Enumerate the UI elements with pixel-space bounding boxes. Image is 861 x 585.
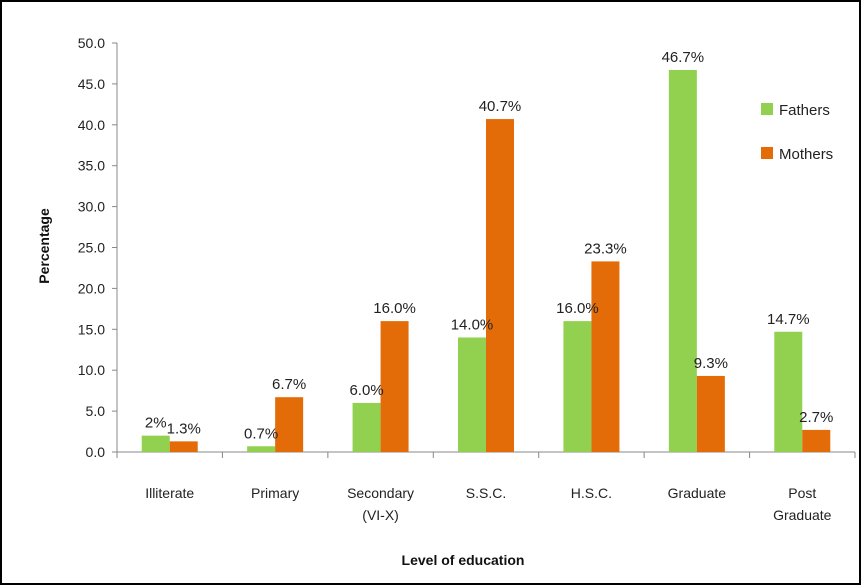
legend-label-mothers: Mothers bbox=[779, 146, 833, 163]
bar-fathers bbox=[141, 435, 170, 452]
y-tick-label: 10.0 bbox=[78, 362, 105, 378]
data-labels: 2% 1.3% 0.7% 6.7% 6.0% 16.0% 14.0% 40.7% 16.0% 23… bbox=[145, 49, 834, 442]
bar-mothers bbox=[275, 397, 304, 452]
bar-mothers bbox=[169, 441, 198, 452]
y-tick-label: 35.0 bbox=[78, 158, 105, 174]
data-label-mothers: 1.3% bbox=[167, 420, 201, 437]
data-label-mothers: 16.0% bbox=[373, 300, 416, 317]
y-tick-label: 50.0 bbox=[78, 35, 105, 51]
category-label: (VI-X) bbox=[362, 507, 399, 523]
data-label-fathers: 46.7% bbox=[662, 49, 705, 66]
category-label: H.S.C. bbox=[571, 485, 612, 501]
bar-mothers bbox=[591, 261, 620, 452]
y-tick-label: 25.0 bbox=[78, 240, 105, 256]
bars bbox=[141, 69, 831, 452]
y-tick-label: 40.0 bbox=[78, 117, 105, 133]
y-tick-label: 0.0 bbox=[86, 444, 106, 460]
data-label-mothers: 23.3% bbox=[584, 240, 627, 257]
bar-mothers bbox=[802, 429, 831, 452]
category-label: S.S.C. bbox=[466, 485, 506, 501]
bar-mothers bbox=[380, 321, 409, 452]
bar-fathers bbox=[563, 321, 592, 452]
bar-fathers bbox=[774, 331, 803, 452]
y-axis-title: Percentage bbox=[36, 208, 52, 284]
legend-swatch-mothers bbox=[761, 147, 773, 159]
y-tick-label: 5.0 bbox=[86, 403, 106, 419]
data-label-fathers: 14.0% bbox=[451, 316, 494, 333]
data-label-mothers: 2.7% bbox=[799, 409, 833, 426]
category-label: Post bbox=[788, 485, 816, 501]
bar-mothers bbox=[486, 119, 514, 452]
bar-fathers bbox=[247, 446, 276, 452]
y-tick-label: 30.0 bbox=[78, 199, 105, 215]
bar-mothers bbox=[696, 375, 725, 452]
data-label-fathers: 6.0% bbox=[349, 382, 383, 399]
data-label-fathers: 14.7% bbox=[767, 311, 810, 328]
data-label-fathers: 16.0% bbox=[556, 300, 599, 317]
bar-fathers bbox=[668, 69, 697, 452]
x-axis bbox=[116, 451, 856, 458]
category-labels: Illiterate Primary Secondary (VI-X) S.S.C. H.… bbox=[145, 485, 831, 523]
data-label-mothers: 6.7% bbox=[272, 376, 306, 393]
bar-fathers bbox=[458, 337, 486, 452]
bar-fathers bbox=[352, 402, 381, 452]
category-label: Graduate bbox=[668, 485, 727, 501]
y-tick-label: 15.0 bbox=[78, 321, 105, 337]
category-label: Secondary bbox=[347, 485, 414, 501]
legend-label-fathers: Fathers bbox=[779, 102, 830, 119]
y-tick-label: 20.0 bbox=[78, 280, 105, 296]
data-label-fathers: 2% bbox=[145, 415, 167, 432]
legend-swatch-fathers bbox=[761, 103, 773, 115]
category-label: Graduate bbox=[773, 507, 832, 523]
category-label: Illiterate bbox=[145, 485, 194, 501]
x-axis-title: Level of education bbox=[402, 552, 525, 568]
legend: Fathers Mothers bbox=[761, 102, 833, 163]
data-label-fathers: 0.7% bbox=[244, 425, 278, 442]
category-label: Primary bbox=[251, 485, 299, 501]
y-axis: 0.0 5.0 10.0 15.0 20.0 25.0 30.0 35.0 40.0 45.0 50… bbox=[78, 35, 118, 460]
data-label-mothers: 40.7% bbox=[479, 98, 522, 115]
y-tick-label: 45.0 bbox=[78, 76, 105, 92]
data-label-mothers: 9.3% bbox=[694, 355, 728, 372]
